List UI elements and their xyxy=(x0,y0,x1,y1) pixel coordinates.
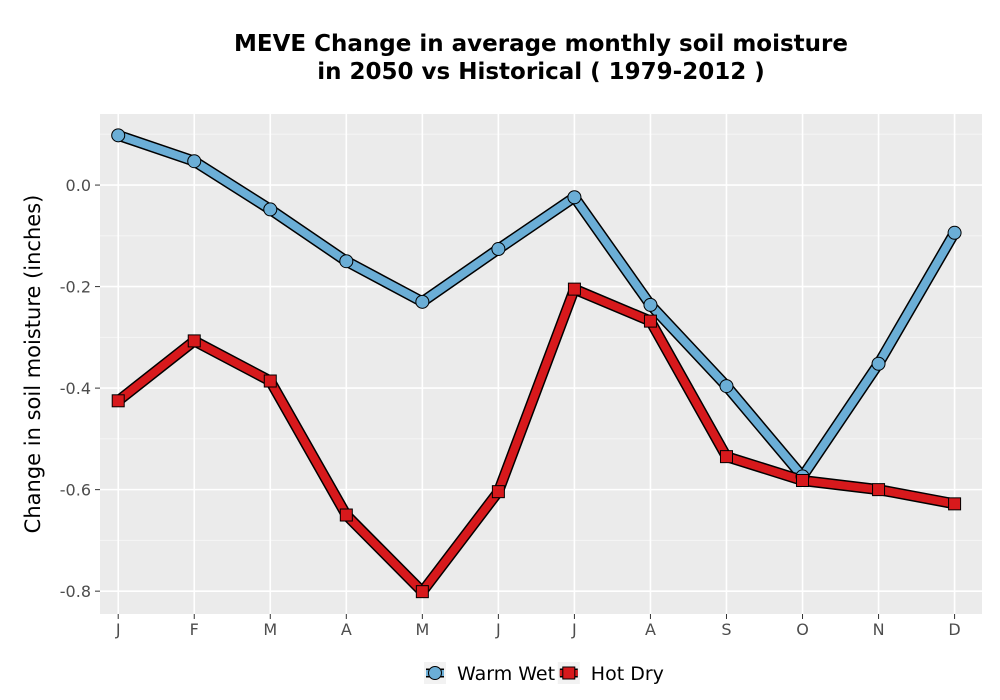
series-layer xyxy=(111,128,962,599)
legend: Warm Wet Hot Dry xyxy=(424,662,664,685)
y-axis: 0.0 -0.2 -0.4 -0.6 -0.8 xyxy=(60,176,100,601)
warm-wet-point xyxy=(491,242,506,257)
warm-wet-point xyxy=(719,379,734,394)
warm-wet-point xyxy=(871,356,886,371)
warm-wet-point xyxy=(415,294,430,309)
legend-label: Warm Wet xyxy=(457,663,555,685)
warm-wet-point xyxy=(567,190,582,205)
legend-label: Hot Dry xyxy=(591,663,664,685)
x-tick-label: F xyxy=(190,620,199,639)
x-tick-label: J xyxy=(495,620,501,639)
x-tick-label: A xyxy=(341,620,352,639)
y-tick-label: -0.2 xyxy=(60,278,91,297)
minor-gridlines xyxy=(100,133,982,541)
legend-item-hot-dry: Hot Dry xyxy=(557,662,664,685)
hot-dry-point xyxy=(567,282,581,296)
x-tick-label: J xyxy=(115,620,121,639)
x-tick-label: J xyxy=(571,620,577,639)
legend-key-marker xyxy=(428,666,442,680)
hot-dry-point xyxy=(415,585,429,599)
chart-title: MEVE Change in average monthly soil mois… xyxy=(234,31,848,85)
x-tick-label: O xyxy=(796,620,809,639)
warm-wet-line xyxy=(114,131,959,481)
x-tick-label: M xyxy=(263,620,277,639)
hot-dry-point xyxy=(187,334,201,348)
x-tick-label: N xyxy=(873,620,885,639)
y-tick-label: 0.0 xyxy=(66,176,91,195)
hot-dry-point xyxy=(111,394,125,408)
legend-key-marker xyxy=(562,666,576,680)
x-tick-label: S xyxy=(721,620,731,639)
legend-item-warm-wet: Warm Wet xyxy=(424,662,555,685)
y-tick-label: -0.6 xyxy=(60,481,91,500)
hot-dry-point xyxy=(263,374,277,388)
y-axis-title: Change in soil moisture (inches) xyxy=(21,195,45,534)
y-tick-label: -0.4 xyxy=(60,379,91,398)
warm-wet-point xyxy=(263,202,278,217)
warm-wet-point xyxy=(187,154,202,169)
warm-wet-point xyxy=(111,128,126,143)
hot-dry-line xyxy=(114,285,959,596)
hot-dry-point xyxy=(796,473,810,487)
hot-dry-point xyxy=(872,483,886,497)
hot-dry-point xyxy=(948,497,962,511)
warm-wet-point xyxy=(643,297,658,312)
hot-dry-point xyxy=(491,485,505,499)
hot-dry-point xyxy=(643,314,657,328)
x-tick-label: D xyxy=(948,620,960,639)
warm-wet-point xyxy=(339,254,354,269)
x-tick-label: A xyxy=(645,620,656,639)
hot-dry-point xyxy=(719,450,733,464)
x-tick-label: M xyxy=(415,620,429,639)
hot-dry-point xyxy=(339,508,353,522)
y-tick-label: -0.8 xyxy=(60,582,91,601)
warm-wet-point xyxy=(947,225,962,240)
